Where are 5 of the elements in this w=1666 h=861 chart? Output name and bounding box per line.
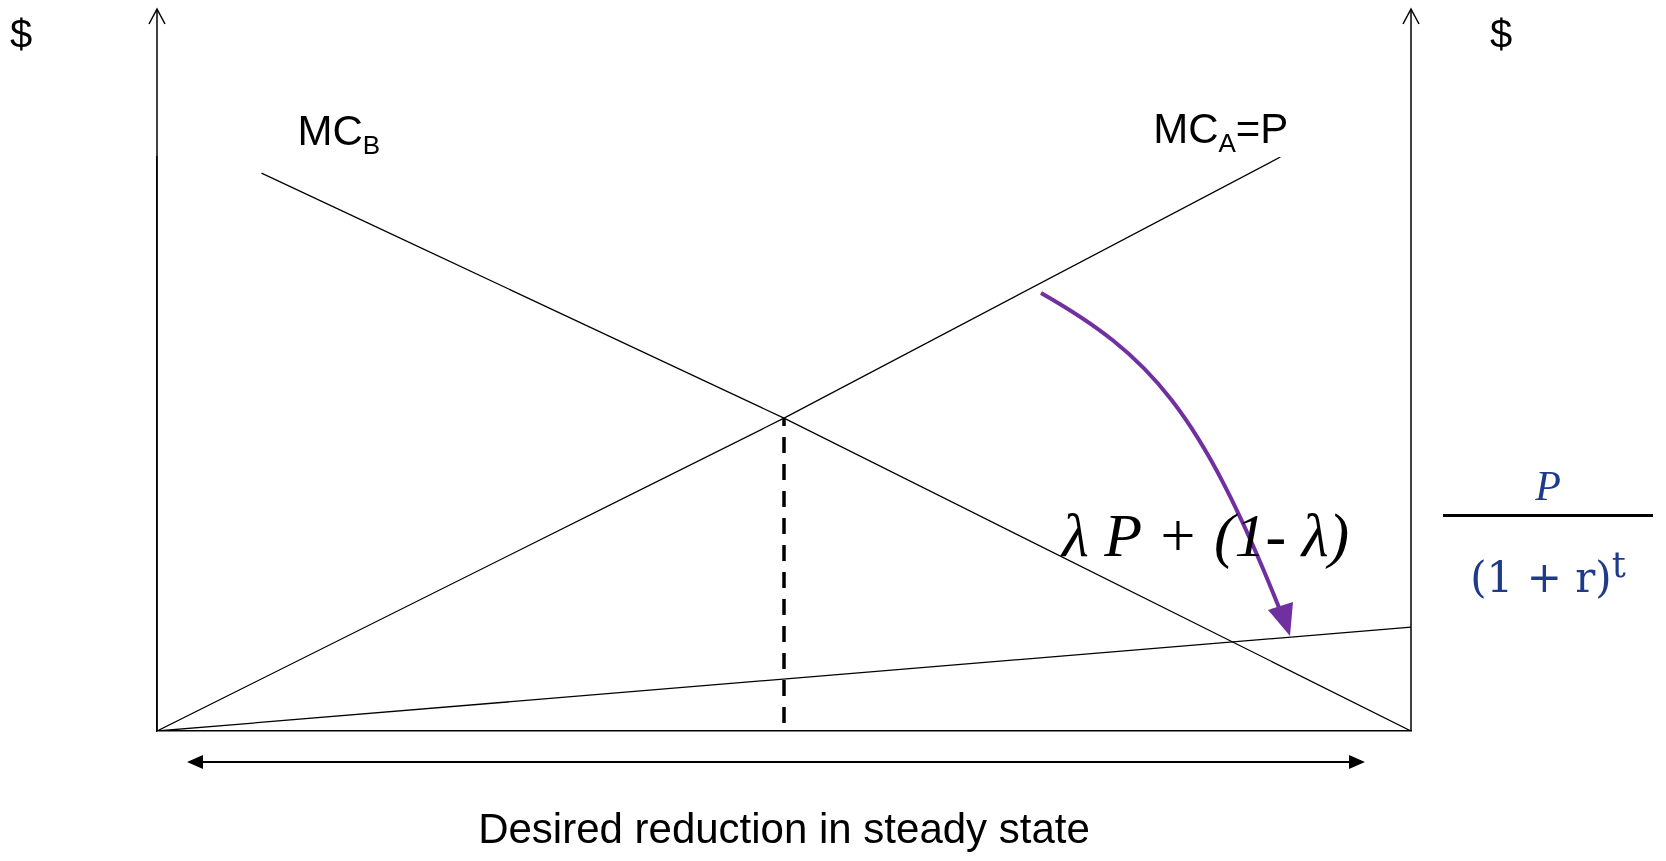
x-axis-title: Desired reduction in steady state [477,805,1091,853]
text: $ [10,12,33,57]
text: (1 + r)$^{t}$ [1469,545,1627,602]
text: P [1443,462,1653,517]
text: $ [1490,12,1513,57]
